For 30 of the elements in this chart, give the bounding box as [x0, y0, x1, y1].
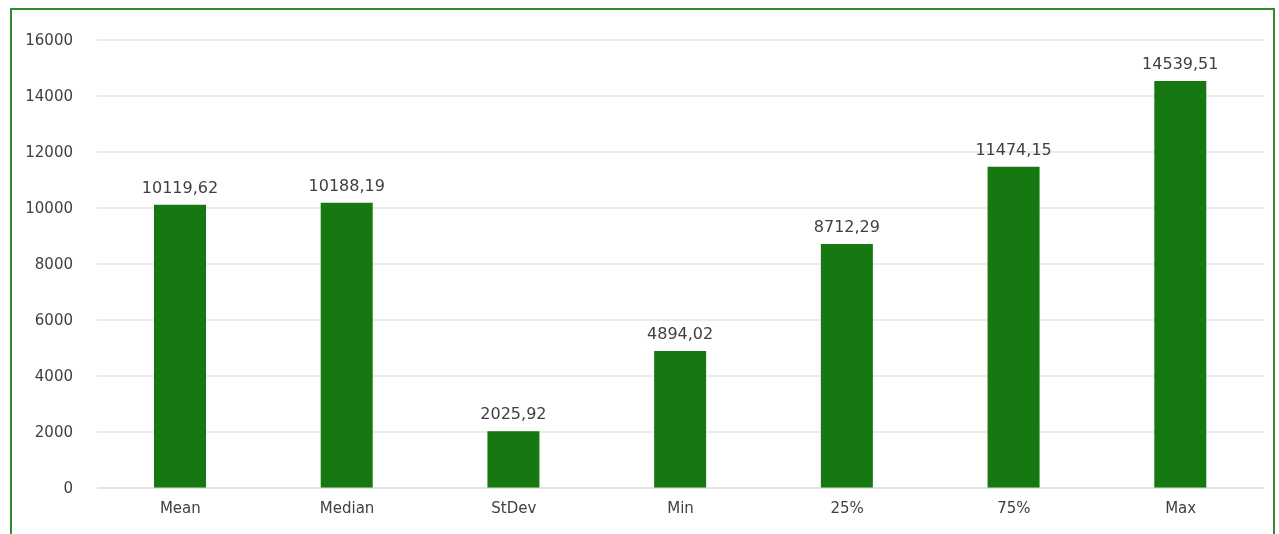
x-tick-label: 75%	[997, 498, 1031, 517]
x-tick-label: Median	[319, 498, 375, 517]
x-tick-label: Min	[667, 498, 694, 517]
data-label: 11474,15	[975, 139, 1052, 159]
bar	[320, 202, 373, 488]
y-tick-label: 2000	[34, 423, 73, 442]
data-label: 10119,62	[141, 177, 219, 197]
data-label: 4894,02	[647, 323, 714, 343]
y-tick-label: 4000	[34, 367, 73, 386]
bar	[154, 204, 206, 488]
y-tick-label: 6000	[34, 311, 73, 330]
y-tick-label: 12000	[25, 143, 73, 162]
bar	[654, 350, 707, 488]
y-tick-label: 10000	[25, 199, 73, 218]
data-label: 2025,92	[480, 404, 547, 424]
y-tick-label: 0	[63, 479, 73, 498]
data-label: 10188,19	[308, 175, 385, 195]
bar	[987, 166, 1040, 488]
data-label: 8712,29	[813, 217, 880, 237]
bar	[820, 244, 873, 488]
y-tick-label: 8000	[34, 255, 73, 274]
bar	[487, 431, 540, 488]
bar	[1154, 80, 1207, 488]
x-tick-label: Max	[1165, 498, 1197, 517]
y-tick-label: 16000	[25, 31, 73, 50]
x-tick-label: Mean	[159, 498, 201, 517]
y-tick-label: 14000	[25, 87, 73, 106]
x-tick-label: StDev	[491, 498, 537, 517]
data-label: 14539,51	[1142, 53, 1219, 73]
x-tick-label: 25%	[830, 498, 864, 517]
